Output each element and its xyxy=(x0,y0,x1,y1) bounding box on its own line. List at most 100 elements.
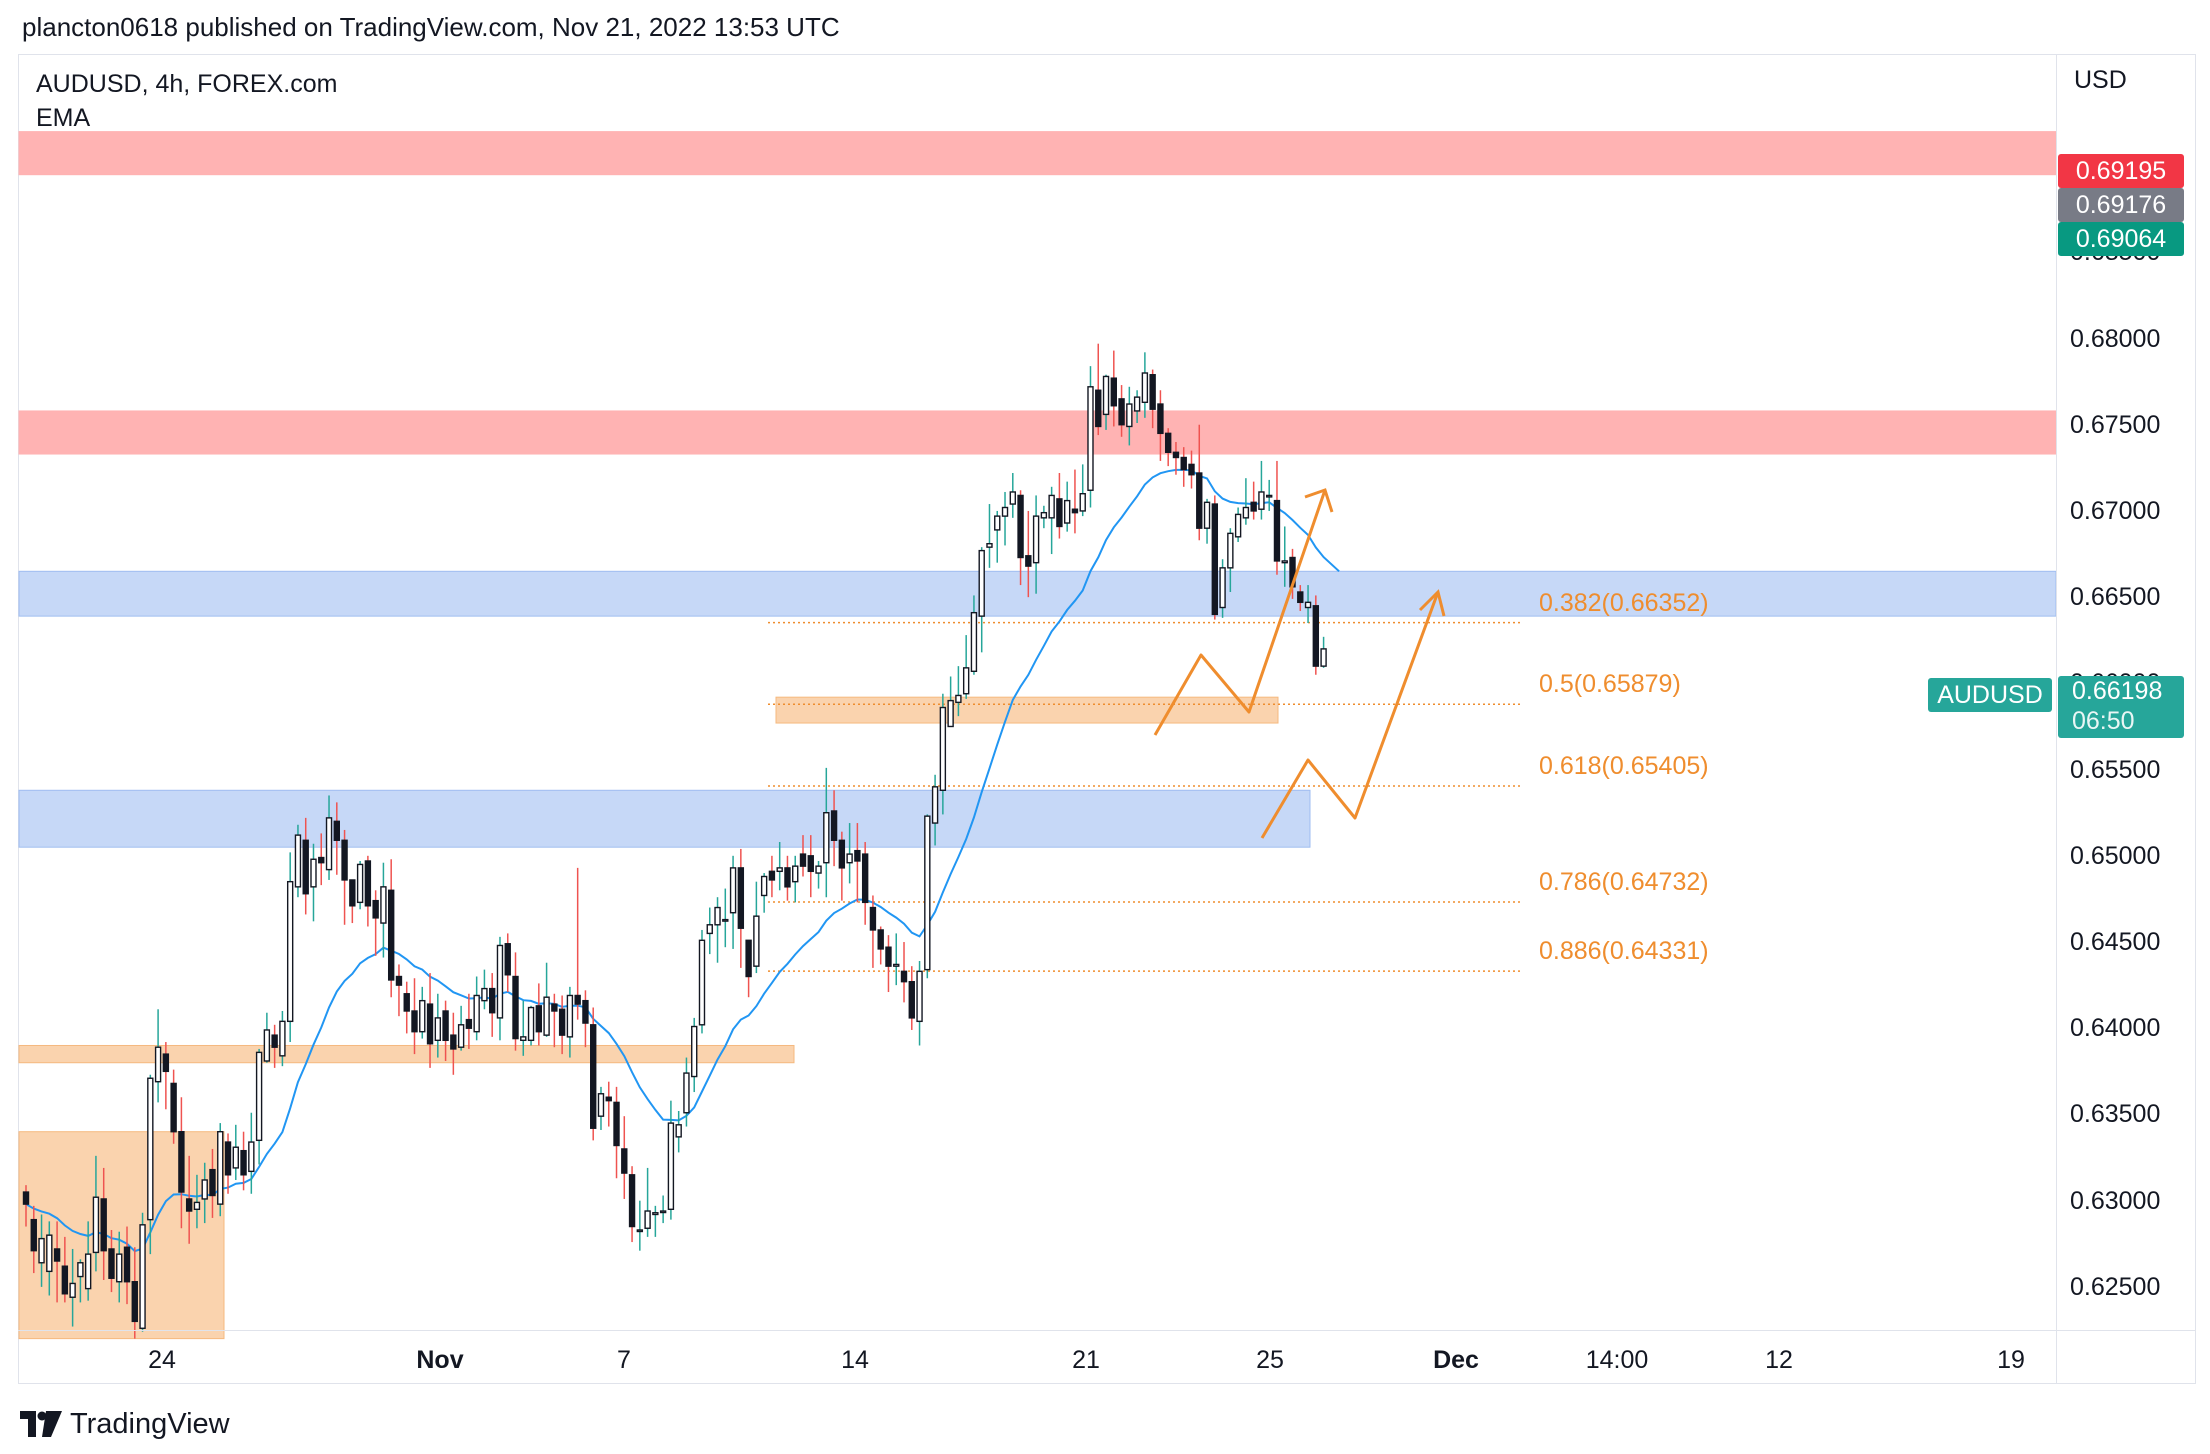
candle[interactable] xyxy=(403,981,410,1034)
candle[interactable] xyxy=(356,860,364,910)
candle[interactable] xyxy=(1312,595,1320,675)
candle[interactable] xyxy=(1219,559,1226,618)
candle[interactable] xyxy=(706,907,713,955)
candle[interactable] xyxy=(286,852,294,1043)
candle[interactable] xyxy=(1126,386,1133,446)
candle[interactable] xyxy=(255,1048,263,1165)
candle[interactable] xyxy=(683,1057,690,1127)
candle[interactable] xyxy=(931,774,939,846)
candle[interactable] xyxy=(1164,428,1172,467)
candle[interactable] xyxy=(792,855,799,903)
candle[interactable] xyxy=(722,888,729,948)
candle[interactable] xyxy=(1227,528,1234,592)
candle[interactable] xyxy=(955,666,962,717)
candle[interactable] xyxy=(178,1097,185,1229)
candle[interactable] xyxy=(419,986,426,1039)
candle[interactable] xyxy=(1025,510,1032,598)
candle[interactable] xyxy=(1079,464,1086,517)
candle[interactable] xyxy=(294,824,302,898)
candle[interactable] xyxy=(442,1000,449,1062)
candle[interactable] xyxy=(426,973,434,1068)
candle[interactable] xyxy=(551,993,558,1048)
candle[interactable] xyxy=(527,1005,535,1046)
candle[interactable] xyxy=(387,859,395,998)
candle[interactable] xyxy=(318,833,325,886)
candle[interactable] xyxy=(830,790,838,867)
candle[interactable] xyxy=(131,1247,138,1339)
demand-zone[interactable] xyxy=(775,696,1279,724)
candle[interactable] xyxy=(558,995,566,1055)
candle[interactable] xyxy=(201,1162,208,1224)
candle[interactable] xyxy=(450,1012,457,1075)
candle[interactable] xyxy=(100,1167,107,1280)
candle[interactable] xyxy=(481,969,488,1010)
candle[interactable] xyxy=(962,635,970,699)
candle[interactable] xyxy=(675,1111,682,1153)
candle[interactable] xyxy=(838,831,846,901)
candle[interactable] xyxy=(939,693,947,815)
candle[interactable] xyxy=(473,976,480,1041)
candle[interactable] xyxy=(279,1011,286,1067)
demand-zone[interactable] xyxy=(18,1044,795,1064)
candle[interactable] xyxy=(271,1024,278,1068)
candle[interactable] xyxy=(644,1167,651,1237)
candle[interactable] xyxy=(170,1069,177,1144)
resistance-zone[interactable] xyxy=(18,131,2057,176)
candle[interactable] xyxy=(776,842,783,891)
candle[interactable] xyxy=(698,929,706,1034)
candle[interactable] xyxy=(224,1133,232,1194)
candle[interactable] xyxy=(613,1086,620,1179)
candle[interactable] xyxy=(162,1042,170,1110)
support-zone[interactable] xyxy=(18,789,1311,848)
candle[interactable] xyxy=(1188,450,1195,489)
candle[interactable] xyxy=(691,1017,698,1093)
candle[interactable] xyxy=(1265,479,1273,511)
candle[interactable] xyxy=(248,1112,255,1194)
candle[interactable] xyxy=(263,1012,271,1063)
candle[interactable] xyxy=(1009,473,1016,518)
candle[interactable] xyxy=(46,1221,53,1296)
candle[interactable] xyxy=(900,942,908,1003)
candle[interactable] xyxy=(504,933,511,993)
candle[interactable] xyxy=(38,1214,45,1287)
candle[interactable] xyxy=(434,993,442,1058)
candle[interactable] xyxy=(714,897,721,963)
candle[interactable] xyxy=(84,1221,92,1301)
candle[interactable] xyxy=(77,1259,84,1303)
candle[interactable] xyxy=(395,964,403,1017)
candle[interactable] xyxy=(908,966,915,1030)
candle[interactable] xyxy=(737,848,745,968)
candle[interactable] xyxy=(380,862,387,958)
candle[interactable] xyxy=(636,1200,644,1251)
candle[interactable] xyxy=(784,855,791,901)
candle[interactable] xyxy=(512,952,519,1051)
candle[interactable] xyxy=(349,879,356,924)
candle[interactable] xyxy=(1063,481,1071,532)
candle[interactable] xyxy=(1172,441,1180,475)
candle[interactable] xyxy=(597,1086,605,1130)
candle[interactable] xyxy=(92,1155,100,1272)
candle[interactable] xyxy=(139,1212,146,1332)
projection-path[interactable] xyxy=(1153,489,1327,736)
candle[interactable] xyxy=(123,1226,131,1305)
candle[interactable] xyxy=(147,1074,154,1255)
candle[interactable] xyxy=(325,795,333,880)
candle[interactable] xyxy=(1048,486,1055,555)
candle[interactable] xyxy=(1180,447,1187,487)
candle[interactable] xyxy=(916,960,923,1046)
candle[interactable] xyxy=(605,1081,612,1127)
candle[interactable] xyxy=(1118,385,1125,437)
candle[interactable] xyxy=(154,1009,162,1103)
candle[interactable] xyxy=(745,939,752,998)
candle[interactable] xyxy=(799,835,807,877)
candle[interactable] xyxy=(1250,481,1257,520)
candle[interactable] xyxy=(465,993,473,1049)
candle[interactable] xyxy=(457,1005,465,1051)
candle[interactable] xyxy=(1203,498,1211,544)
candle[interactable] xyxy=(209,1148,216,1218)
candle[interactable] xyxy=(1273,460,1281,575)
candle[interactable] xyxy=(760,873,768,913)
candle[interactable] xyxy=(1102,374,1110,430)
candle[interactable] xyxy=(1157,390,1164,461)
candle[interactable] xyxy=(310,843,317,922)
